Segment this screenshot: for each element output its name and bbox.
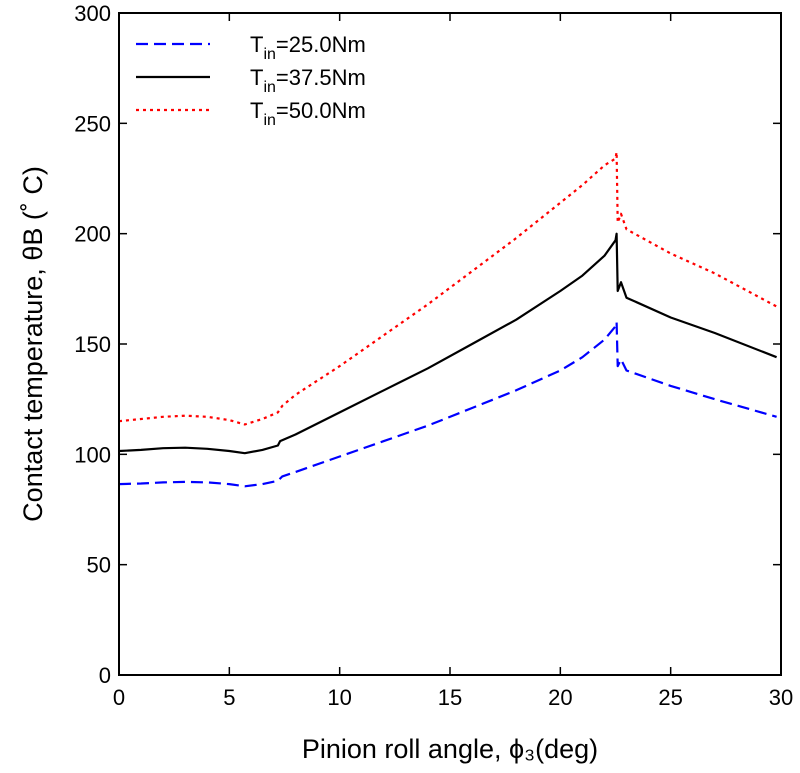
legend-label-2: Tin=37.5Nm bbox=[250, 65, 366, 96]
plot-frame bbox=[118, 12, 782, 676]
y-tick-label: 0 bbox=[99, 663, 111, 688]
series-line-2 bbox=[118, 232, 778, 455]
x-tick-label: 10 bbox=[327, 685, 351, 710]
y-tick-label: 200 bbox=[74, 222, 111, 247]
series-line-1 bbox=[118, 320, 777, 488]
x-tick-label: 20 bbox=[548, 685, 572, 710]
y-tick-label: 50 bbox=[87, 553, 111, 578]
x-tick-label: 0 bbox=[113, 685, 125, 710]
x-tick-label: 25 bbox=[658, 685, 682, 710]
legend-label-3: Tin=50.0Nm bbox=[250, 98, 366, 129]
legend-label-1: Tin=25.0Nm bbox=[250, 32, 366, 63]
y-tick-label: 100 bbox=[74, 442, 111, 467]
series-line-3 bbox=[118, 150, 778, 426]
series-layer bbox=[118, 150, 778, 488]
y-tick-label: 150 bbox=[74, 332, 111, 357]
x-tick-label: 5 bbox=[223, 685, 235, 710]
y-tick-label: 250 bbox=[74, 111, 111, 136]
y-tick-label: 300 bbox=[74, 1, 111, 26]
x-tick-label: 15 bbox=[438, 685, 462, 710]
x-axis-label: Pinion roll angle, ϕ₃(deg) bbox=[302, 734, 598, 764]
y-axis-label: Contact temperature, θB (˚ C) bbox=[18, 166, 48, 522]
x-tick-label: 30 bbox=[769, 685, 793, 710]
